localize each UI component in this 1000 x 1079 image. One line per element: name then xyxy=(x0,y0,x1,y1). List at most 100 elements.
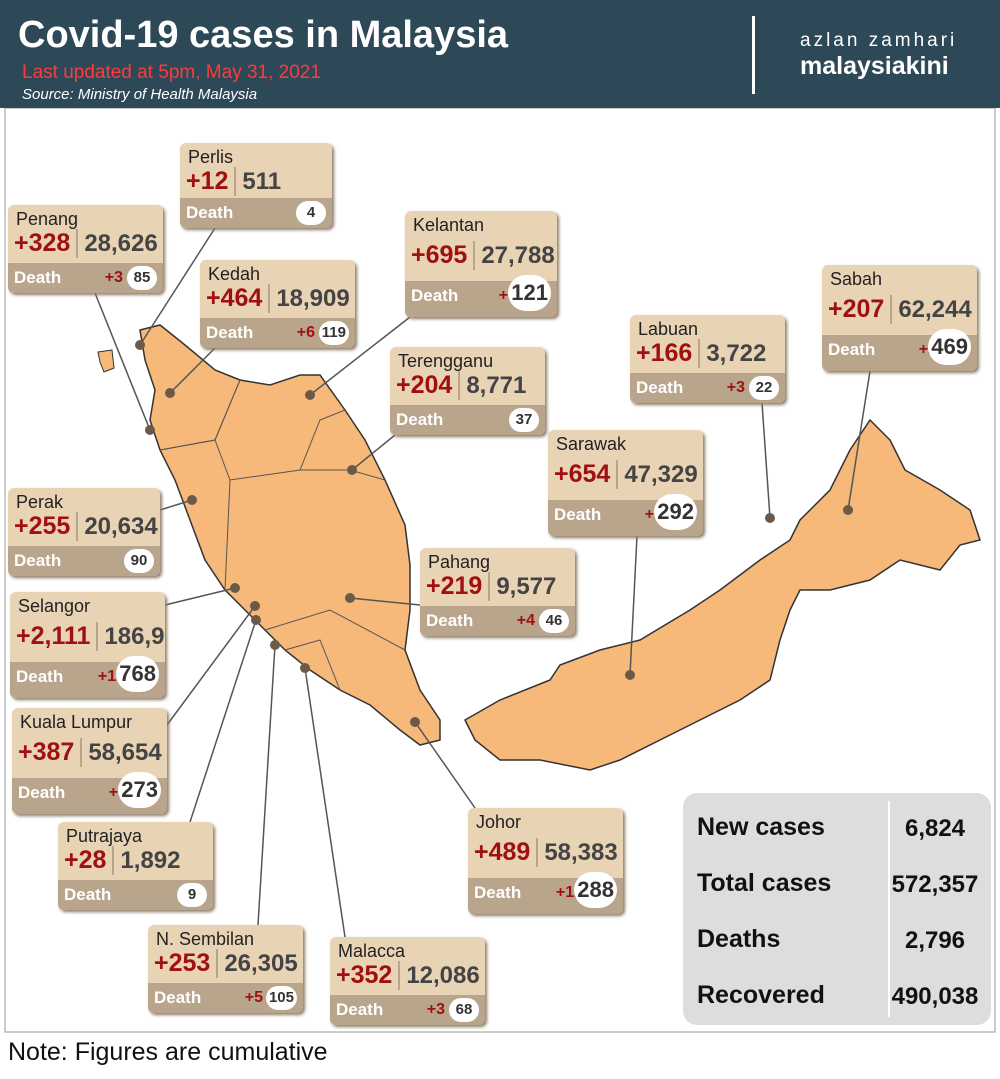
deaths: 119 xyxy=(318,321,349,345)
case-row: +352 12,086 xyxy=(336,961,480,990)
summary-value: 2,796 xyxy=(904,927,966,954)
new-cases: +489 xyxy=(474,838,539,867)
deaths: 469 xyxy=(928,329,971,365)
new-cases: +464 xyxy=(206,284,271,313)
new-deaths: +5 xyxy=(244,989,263,1006)
death-label: Death xyxy=(474,883,522,902)
state-dot xyxy=(251,615,261,625)
deaths: 121 xyxy=(508,275,551,311)
leader-line xyxy=(414,721,476,809)
deaths: 22 xyxy=(749,376,779,400)
new-cases: +28 xyxy=(64,846,115,875)
state-name: Sarawak xyxy=(556,434,627,454)
outlet: malaysiakini xyxy=(800,52,949,80)
leader-line xyxy=(159,499,193,511)
state-name: Perak xyxy=(16,492,64,512)
leader-line xyxy=(349,597,421,606)
case-row: +12 511 xyxy=(186,167,326,196)
death-label: Death xyxy=(154,988,202,1007)
deaths: 105 xyxy=(265,986,297,1010)
deaths: 46 xyxy=(539,609,569,633)
death-label: Death xyxy=(426,611,474,630)
note: Note: Figures are cumulative xyxy=(8,1038,328,1066)
state-name: Kedah xyxy=(208,264,261,284)
death-strip: Death +3 85 xyxy=(8,263,163,293)
state-name: Sabah xyxy=(830,269,883,289)
new-deaths: +6 xyxy=(296,324,315,341)
summary-value: 572,357 xyxy=(891,871,979,898)
state-dot xyxy=(165,388,175,398)
state-name: Kuala Lumpur xyxy=(20,712,133,732)
total-cases: 62,244 xyxy=(898,295,972,323)
death-strip: Death+2469 xyxy=(822,329,977,371)
death-strip: Death 4 xyxy=(180,198,332,228)
leader-line xyxy=(629,535,638,676)
summary-label: Recovered xyxy=(697,981,825,1009)
leader-line xyxy=(847,370,871,511)
new-cases: +255 xyxy=(14,512,79,541)
state-name: Pahang xyxy=(428,552,491,572)
state-name: Malacca xyxy=(338,941,406,961)
divider xyxy=(752,16,755,94)
state-card: Perlis +12 511 Death 4 xyxy=(180,143,332,228)
summary-box: New cases 6,824 Total cases 572,357 Deaths 2,… xyxy=(683,793,991,1025)
new-cases: +328 xyxy=(14,229,79,258)
deaths: 288 xyxy=(574,872,617,908)
death-strip: Death +5 105 xyxy=(148,983,303,1013)
leader-line xyxy=(189,619,257,823)
summary-value: 6,824 xyxy=(904,815,966,842)
new-deaths: +3 xyxy=(426,1001,445,1018)
new-cases: +352 xyxy=(336,961,401,990)
death-label: Death xyxy=(411,286,459,305)
state-name: Penang xyxy=(16,209,79,229)
state-card: Putrajaya +28 1,892 Death 9 xyxy=(58,822,213,910)
summary-value: 490,038 xyxy=(891,983,979,1010)
total-cases: 9,577 xyxy=(496,572,557,600)
case-row: +207 62,244 xyxy=(828,295,972,324)
total-cases: 8,771 xyxy=(466,371,527,399)
death-strip: Death+1273 xyxy=(12,772,167,814)
death-label: Death xyxy=(396,410,444,429)
state-dot xyxy=(410,717,420,727)
death-strip: Death +15 768 xyxy=(10,656,165,698)
leader-line xyxy=(761,402,771,519)
new-cases: +204 xyxy=(396,371,461,400)
leader-line xyxy=(94,292,151,431)
case-row: +28 1,892 xyxy=(64,846,207,875)
leader-line xyxy=(169,347,216,394)
new-cases: +654 xyxy=(554,460,619,489)
leader-line xyxy=(139,227,216,346)
case-row: +253 26,305 xyxy=(154,949,298,978)
state-dot xyxy=(250,601,260,611)
state-dot xyxy=(765,513,775,523)
death-label: Death xyxy=(186,203,234,222)
total-cases: 1,892 xyxy=(120,846,181,874)
state-name: Johor xyxy=(476,812,522,832)
state-card: Malacca +352 12,086 Death +3 68 xyxy=(330,937,485,1025)
state-dot xyxy=(230,583,240,593)
new-cases: +695 xyxy=(411,241,476,270)
state-dot xyxy=(843,505,853,515)
new-deaths: +3 xyxy=(104,269,123,286)
death-label: Death xyxy=(18,783,66,802)
case-row: +255 20,634 xyxy=(14,512,158,541)
total-cases: 12,086 xyxy=(406,961,480,989)
death-strip: Death 37 xyxy=(390,405,545,435)
state-dot xyxy=(347,465,357,475)
state-name: Labuan xyxy=(638,319,699,339)
deaths: 9 xyxy=(177,883,207,907)
death-label: Death xyxy=(14,551,62,570)
case-row: +166 3,722 xyxy=(636,339,779,368)
state-dot xyxy=(625,670,635,680)
new-cases: +2,111 xyxy=(16,622,99,651)
case-row: +654 47,329 xyxy=(554,460,698,489)
deaths: 90 xyxy=(124,549,154,573)
leader-line xyxy=(351,434,396,471)
new-cases: +253 xyxy=(154,949,219,978)
state-dot xyxy=(345,593,355,603)
source: Source: Ministry of Health Malaysia xyxy=(22,86,258,103)
deaths: 68 xyxy=(449,998,479,1022)
